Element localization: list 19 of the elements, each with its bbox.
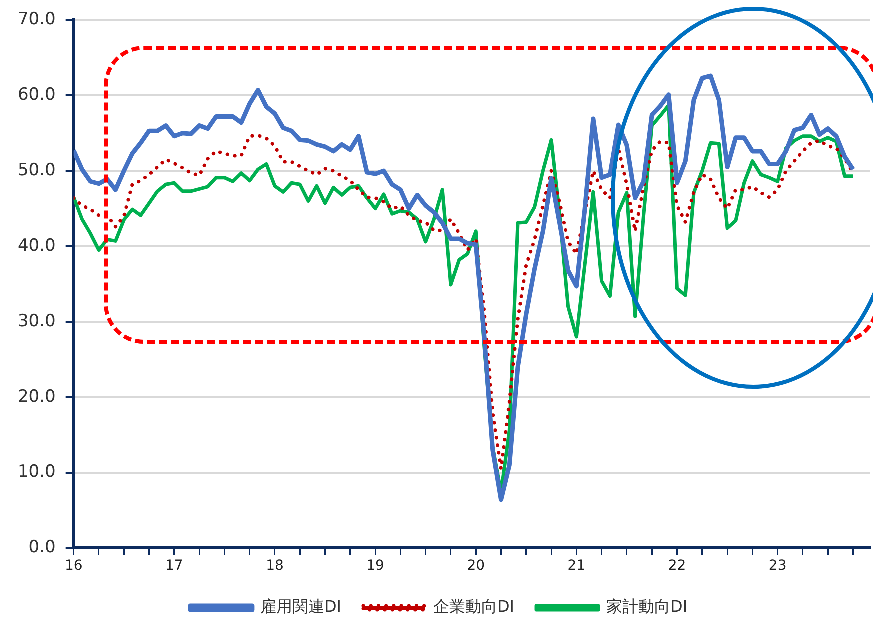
y-tick-label: 10.0 bbox=[18, 462, 56, 482]
y-tick-label: 70.0 bbox=[18, 10, 56, 30]
legend-label: 企業動向DI bbox=[433, 597, 515, 616]
x-tick-label: 16 bbox=[64, 558, 83, 574]
y-tick-label: 60.0 bbox=[18, 85, 56, 106]
y-tick-label: 40.0 bbox=[18, 236, 56, 256]
x-tick-label: 18 bbox=[266, 558, 284, 574]
x-tick-label: 22 bbox=[668, 558, 686, 574]
legend-label: 雇用関連DI bbox=[260, 597, 342, 616]
y-tick-label: 20.0 bbox=[18, 386, 56, 407]
y-tick-label: 30.0 bbox=[18, 311, 56, 332]
x-tick-label: 20 bbox=[467, 558, 486, 574]
legend-label: 家計動向DI bbox=[606, 597, 688, 616]
y-tick-label: 0.0 bbox=[28, 538, 56, 558]
x-tick-label: 23 bbox=[768, 558, 787, 574]
y-tick-label: 50.0 bbox=[18, 160, 56, 180]
x-tick-label: 21 bbox=[568, 558, 586, 574]
x-tick-label: 19 bbox=[366, 558, 384, 574]
x-tick-label: 17 bbox=[166, 558, 184, 574]
